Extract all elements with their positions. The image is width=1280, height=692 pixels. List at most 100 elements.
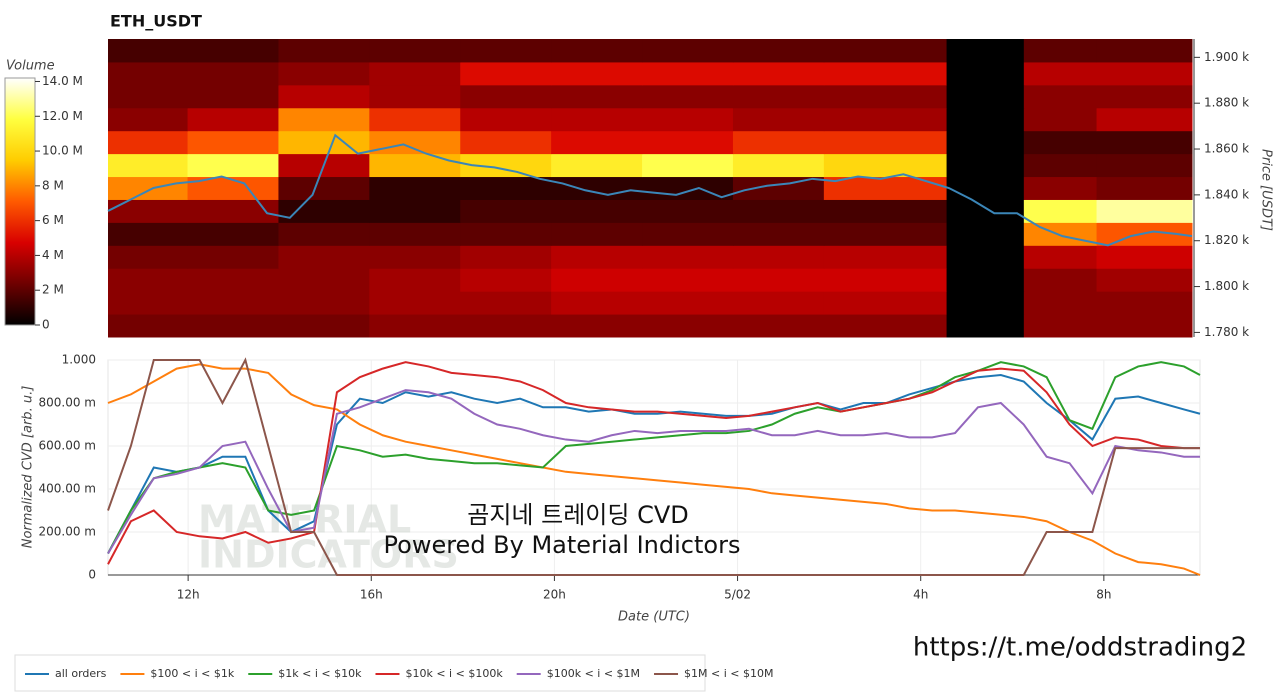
legend-label: $10k < i < $100k: [405, 667, 503, 680]
heat-cell: [946, 268, 1025, 292]
heat-cell: [823, 314, 948, 338]
heat-cell: [1023, 199, 1098, 223]
heat-cell: [1023, 314, 1098, 338]
heat-cell: [732, 176, 825, 200]
series-line: [107, 361, 1201, 554]
heat-cell: [1023, 84, 1098, 109]
heat-cell: [460, 61, 552, 86]
heat-cell: [1096, 61, 1193, 86]
heat-cell: [108, 268, 189, 292]
heat-cell: [278, 268, 370, 292]
y-axis-label: Price [USDT]: [1259, 149, 1274, 231]
link-text: https://t.me/oddstrading2: [913, 633, 1247, 663]
y-tick-label: 1.780 k: [1204, 325, 1249, 339]
colorbar-tick-label: 10.0 M: [42, 144, 83, 158]
legend-label: $100 < i < $1k: [150, 667, 234, 680]
heat-cell: [369, 153, 461, 178]
heat-cell: [946, 39, 1025, 63]
heat-cell: [946, 314, 1025, 338]
heat-cell: [187, 268, 279, 292]
heat-cell: [642, 199, 734, 223]
heat-cell: [1023, 291, 1098, 315]
x-tick-label: 4h: [913, 588, 928, 602]
heat-cell: [187, 39, 279, 63]
series-line: [107, 357, 1200, 576]
heat-cell: [823, 61, 948, 86]
heat-cell: [187, 130, 279, 155]
heat-cell: [1023, 245, 1098, 269]
heat-cell: [369, 222, 461, 246]
heat-cell: [732, 245, 825, 269]
heat-cell: [187, 176, 279, 200]
heat-cell: [108, 107, 189, 132]
x-tick-label: 20h: [543, 588, 566, 602]
y-tick-label: 1.840 k: [1204, 187, 1249, 201]
heat-cell: [946, 245, 1025, 269]
heat-cell: [460, 314, 552, 338]
heat-cell: [823, 84, 948, 109]
heat-cell: [642, 107, 734, 132]
heat-cell: [551, 245, 643, 269]
heat-cell: [278, 61, 370, 86]
y-tick-label: 1.860 k: [1204, 142, 1249, 156]
heat-cell: [642, 268, 734, 292]
heat-cell: [187, 199, 279, 223]
heat-cell: [278, 176, 370, 200]
heat-cell: [369, 84, 461, 109]
heat-cell: [551, 268, 643, 292]
heat-cell: [108, 84, 189, 109]
heat-cell: [187, 61, 279, 86]
heat-cell: [369, 199, 461, 223]
heat-cell: [460, 130, 552, 155]
y-tick-label: 200.00 m: [39, 525, 97, 539]
heat-cell: [278, 199, 370, 223]
heat-cell: [946, 61, 1025, 86]
heat-cell: [732, 61, 825, 86]
legend-label: $100k < i < $1M: [547, 667, 640, 680]
x-tick-label: 12h: [177, 588, 200, 602]
heat-cell: [551, 199, 643, 223]
heat-cell: [732, 130, 825, 155]
heat-cell: [551, 84, 643, 109]
heat-cell: [642, 222, 734, 246]
heat-cell: [551, 176, 643, 200]
colorbar-tick-label: 4 M: [42, 248, 64, 262]
watermark-logo: INDICATORS: [198, 533, 459, 577]
heat-cell: [1023, 153, 1098, 178]
heat-cell: [369, 130, 461, 155]
x-tick-label: 5/02: [724, 588, 751, 602]
y-tick-label: 400.00 m: [39, 482, 97, 496]
x-tick-label: 8h: [1096, 588, 1111, 602]
heat-cell: [460, 153, 552, 178]
heat-cell: [460, 107, 552, 132]
heat-cell: [1096, 107, 1193, 132]
heat-cell: [642, 84, 734, 109]
heat-cell: [642, 130, 734, 155]
heat-cell: [642, 153, 734, 178]
y-tick-label: 1.800 k: [1204, 279, 1249, 293]
heat-cell: [823, 153, 948, 178]
heat-cell: [946, 84, 1025, 109]
heat-cell: [1096, 39, 1193, 63]
colorbar-tick-label: 12.0 M: [42, 109, 83, 123]
heat-cell: [946, 176, 1025, 200]
heat-cell: [278, 39, 370, 63]
series-line: [107, 363, 1201, 576]
heat-cell: [823, 199, 948, 223]
heat-cell: [732, 268, 825, 292]
heat-cell: [1023, 61, 1098, 86]
heat-cell: [369, 176, 461, 200]
heat-cell: [946, 130, 1025, 155]
heat-cell: [1023, 39, 1098, 63]
heat-cell: [1023, 130, 1098, 155]
heat-cell: [460, 291, 552, 315]
legend-label: all orders: [55, 667, 107, 680]
heat-cell: [278, 245, 370, 269]
heat-cell: [460, 222, 552, 246]
colorbar-tick-label: 6 M: [42, 213, 64, 227]
heat-cell: [108, 61, 189, 86]
legend-label: $1k < i < $10k: [278, 667, 362, 680]
colorbar-label: Volume: [6, 59, 55, 74]
heat-cell: [732, 39, 825, 63]
heat-cell: [278, 291, 370, 315]
